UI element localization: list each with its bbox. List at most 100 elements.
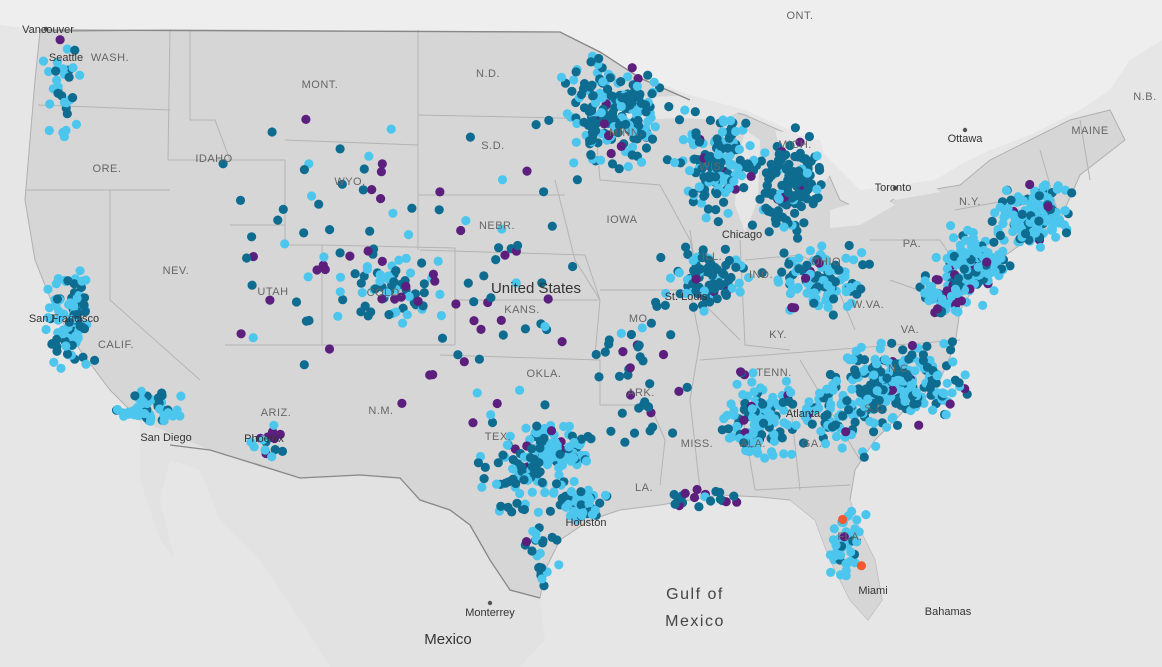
location-dot[interactable] — [711, 205, 721, 215]
location-dot[interactable] — [946, 291, 957, 301]
location-dot[interactable] — [522, 166, 532, 176]
location-dot[interactable] — [1043, 202, 1053, 212]
location-dot[interactable] — [1030, 228, 1041, 238]
location-dot[interactable] — [758, 399, 768, 409]
location-dot[interactable] — [858, 260, 868, 270]
location-dot[interactable] — [960, 370, 970, 380]
location-dot[interactable] — [830, 277, 841, 287]
location-dot[interactable] — [273, 215, 283, 225]
location-dot[interactable] — [571, 67, 581, 77]
location-dot[interactable] — [857, 248, 867, 258]
location-dot[interactable] — [924, 296, 934, 306]
location-dot[interactable] — [614, 120, 625, 130]
location-dot[interactable] — [350, 269, 360, 279]
location-dot[interactable] — [893, 375, 903, 385]
location-dot[interactable] — [407, 203, 417, 213]
location-dot[interactable] — [790, 208, 800, 218]
location-dot[interactable] — [299, 228, 309, 238]
location-dot[interactable] — [576, 487, 586, 497]
location-dot[interactable] — [603, 111, 613, 121]
location-dot[interactable] — [337, 179, 347, 189]
location-dot[interactable] — [413, 296, 423, 306]
location-dot[interactable] — [777, 267, 787, 277]
location-dot[interactable] — [963, 225, 973, 235]
location-dot[interactable] — [335, 144, 345, 154]
location-dot[interactable] — [826, 567, 836, 578]
location-dot[interactable] — [794, 264, 804, 274]
location-dot[interactable] — [781, 376, 792, 386]
location-dot[interactable] — [912, 387, 922, 398]
location-dot[interactable] — [614, 164, 624, 174]
location-dot[interactable] — [1052, 184, 1062, 194]
location-dot[interactable] — [644, 402, 654, 412]
location-dot[interactable] — [859, 452, 869, 462]
location-dot[interactable] — [433, 256, 443, 266]
location-dot[interactable] — [712, 294, 722, 304]
location-dot[interactable] — [567, 86, 577, 96]
location-dot[interactable] — [398, 318, 408, 328]
location-dot[interactable] — [633, 115, 643, 126]
location-dot[interactable] — [620, 437, 630, 447]
location-dot[interactable] — [713, 217, 723, 227]
location-dot[interactable] — [537, 278, 547, 288]
location-dot[interactable] — [537, 574, 547, 584]
location-dot[interactable] — [235, 195, 246, 205]
location-dot[interactable] — [345, 251, 355, 261]
location-dot[interactable] — [153, 393, 163, 403]
location-dot[interactable] — [138, 397, 148, 407]
location-dot[interactable] — [384, 310, 394, 320]
location-dot[interactable] — [831, 260, 841, 270]
location-dot[interactable] — [566, 486, 577, 497]
location-dot[interactable] — [569, 158, 579, 168]
location-dot[interactable] — [62, 44, 72, 54]
location-dot[interactable] — [914, 420, 924, 430]
location-dot[interactable] — [734, 144, 745, 154]
location-dot[interactable] — [547, 221, 557, 231]
location-dot[interactable] — [683, 249, 693, 259]
location-dot[interactable] — [613, 128, 623, 138]
location-dot[interactable] — [731, 126, 741, 137]
location-dot[interactable] — [771, 168, 781, 178]
location-dot[interactable] — [377, 159, 387, 169]
location-dot[interactable] — [938, 297, 948, 307]
location-dot[interactable] — [643, 70, 653, 80]
location-dot[interactable] — [748, 429, 758, 439]
location-dot[interactable] — [844, 405, 854, 415]
location-dot[interactable] — [869, 427, 879, 437]
location-dot[interactable] — [674, 115, 685, 125]
location-dot[interactable] — [892, 420, 903, 430]
location-dot[interactable] — [941, 410, 951, 420]
location-dot[interactable] — [838, 411, 848, 421]
location-dot[interactable] — [402, 310, 412, 320]
location-dot[interactable] — [587, 106, 597, 116]
location-dot[interactable] — [391, 307, 401, 317]
location-dot[interactable] — [961, 249, 971, 259]
location-dot[interactable] — [52, 294, 63, 304]
location-dot[interactable] — [396, 292, 406, 302]
location-dot[interactable] — [887, 413, 897, 424]
location-dot[interactable] — [90, 355, 100, 365]
location-dot[interactable] — [530, 454, 540, 465]
location-dot[interactable] — [469, 297, 479, 307]
location-dot[interactable] — [852, 289, 862, 299]
location-dot[interactable] — [55, 35, 65, 45]
location-dot[interactable] — [146, 412, 156, 422]
location-dot[interactable] — [739, 438, 749, 448]
location-dot[interactable] — [44, 66, 54, 77]
location-dot[interactable] — [948, 357, 958, 367]
location-dot[interactable] — [569, 476, 579, 487]
location-dot[interactable] — [520, 324, 531, 334]
location-dot[interactable] — [61, 341, 71, 351]
location-dot[interactable] — [768, 394, 778, 404]
location-dot[interactable] — [910, 366, 920, 376]
location-dot[interactable] — [744, 447, 755, 457]
location-dot[interactable] — [388, 208, 398, 218]
location-dot[interactable] — [508, 455, 518, 465]
location-dot[interactable] — [812, 184, 822, 194]
location-dot[interactable] — [783, 420, 793, 430]
location-dot[interactable] — [572, 118, 582, 129]
location-dot[interactable] — [774, 160, 784, 170]
location-dot[interactable] — [1001, 185, 1012, 196]
location-dot[interactable] — [566, 456, 576, 466]
